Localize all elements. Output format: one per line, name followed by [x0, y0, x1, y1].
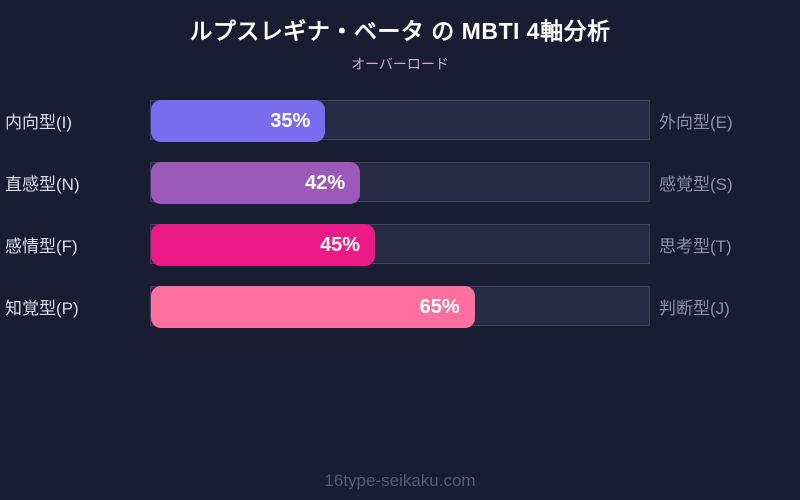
bar-fill: 42%	[151, 162, 361, 204]
right-axis-label: 判断型(J)	[659, 298, 730, 318]
axis-row-intuition-sensing: 直感型(N) 42% 感覚型(S)	[0, 162, 800, 204]
bar-value-label: 45%	[320, 233, 361, 256]
page-subtitle: オーバーロード	[351, 56, 449, 72]
right-axis-label: 感覚型(S)	[659, 174, 733, 194]
left-axis-label: 知覚型(P)	[5, 298, 79, 318]
mbti-bar-chart: 内向型(I) 35% 外向型(E) 直感型(N) 42% 感覚型(S) 感情型(…	[0, 100, 800, 328]
left-axis-label: 直感型(N)	[5, 174, 80, 194]
bar-fill: 45%	[151, 224, 376, 266]
right-axis-label: 思考型(T)	[659, 236, 732, 256]
bar-track: 45%	[150, 224, 650, 266]
axis-row-feeling-thinking: 感情型(F) 45% 思考型(T)	[0, 224, 800, 266]
bar-fill: 35%	[151, 100, 326, 142]
site-watermark: 16type-seikaku.com	[324, 471, 476, 490]
left-axis-label: 内向型(I)	[5, 112, 73, 132]
page-title: ルプスレギナ・ベータ の MBTI 4軸分析	[189, 18, 611, 44]
chart-header: ルプスレギナ・ベータ の MBTI 4軸分析 オーバーロード	[0, 0, 800, 73]
axis-row-introvert-extrovert: 内向型(I) 35% 外向型(E)	[0, 100, 800, 142]
left-axis-label: 感情型(F)	[5, 236, 78, 256]
bar-value-label: 35%	[270, 109, 311, 132]
bar-track: 65%	[150, 286, 650, 328]
axis-row-perceiving-judging: 知覚型(P) 65% 判断型(J)	[0, 286, 800, 328]
bar-value-label: 42%	[305, 171, 346, 194]
bar-track: 42%	[150, 162, 650, 204]
bar-track: 35%	[150, 100, 650, 142]
right-axis-label: 外向型(E)	[659, 112, 733, 132]
bar-value-label: 65%	[419, 295, 460, 318]
bar-fill: 65%	[151, 286, 475, 328]
